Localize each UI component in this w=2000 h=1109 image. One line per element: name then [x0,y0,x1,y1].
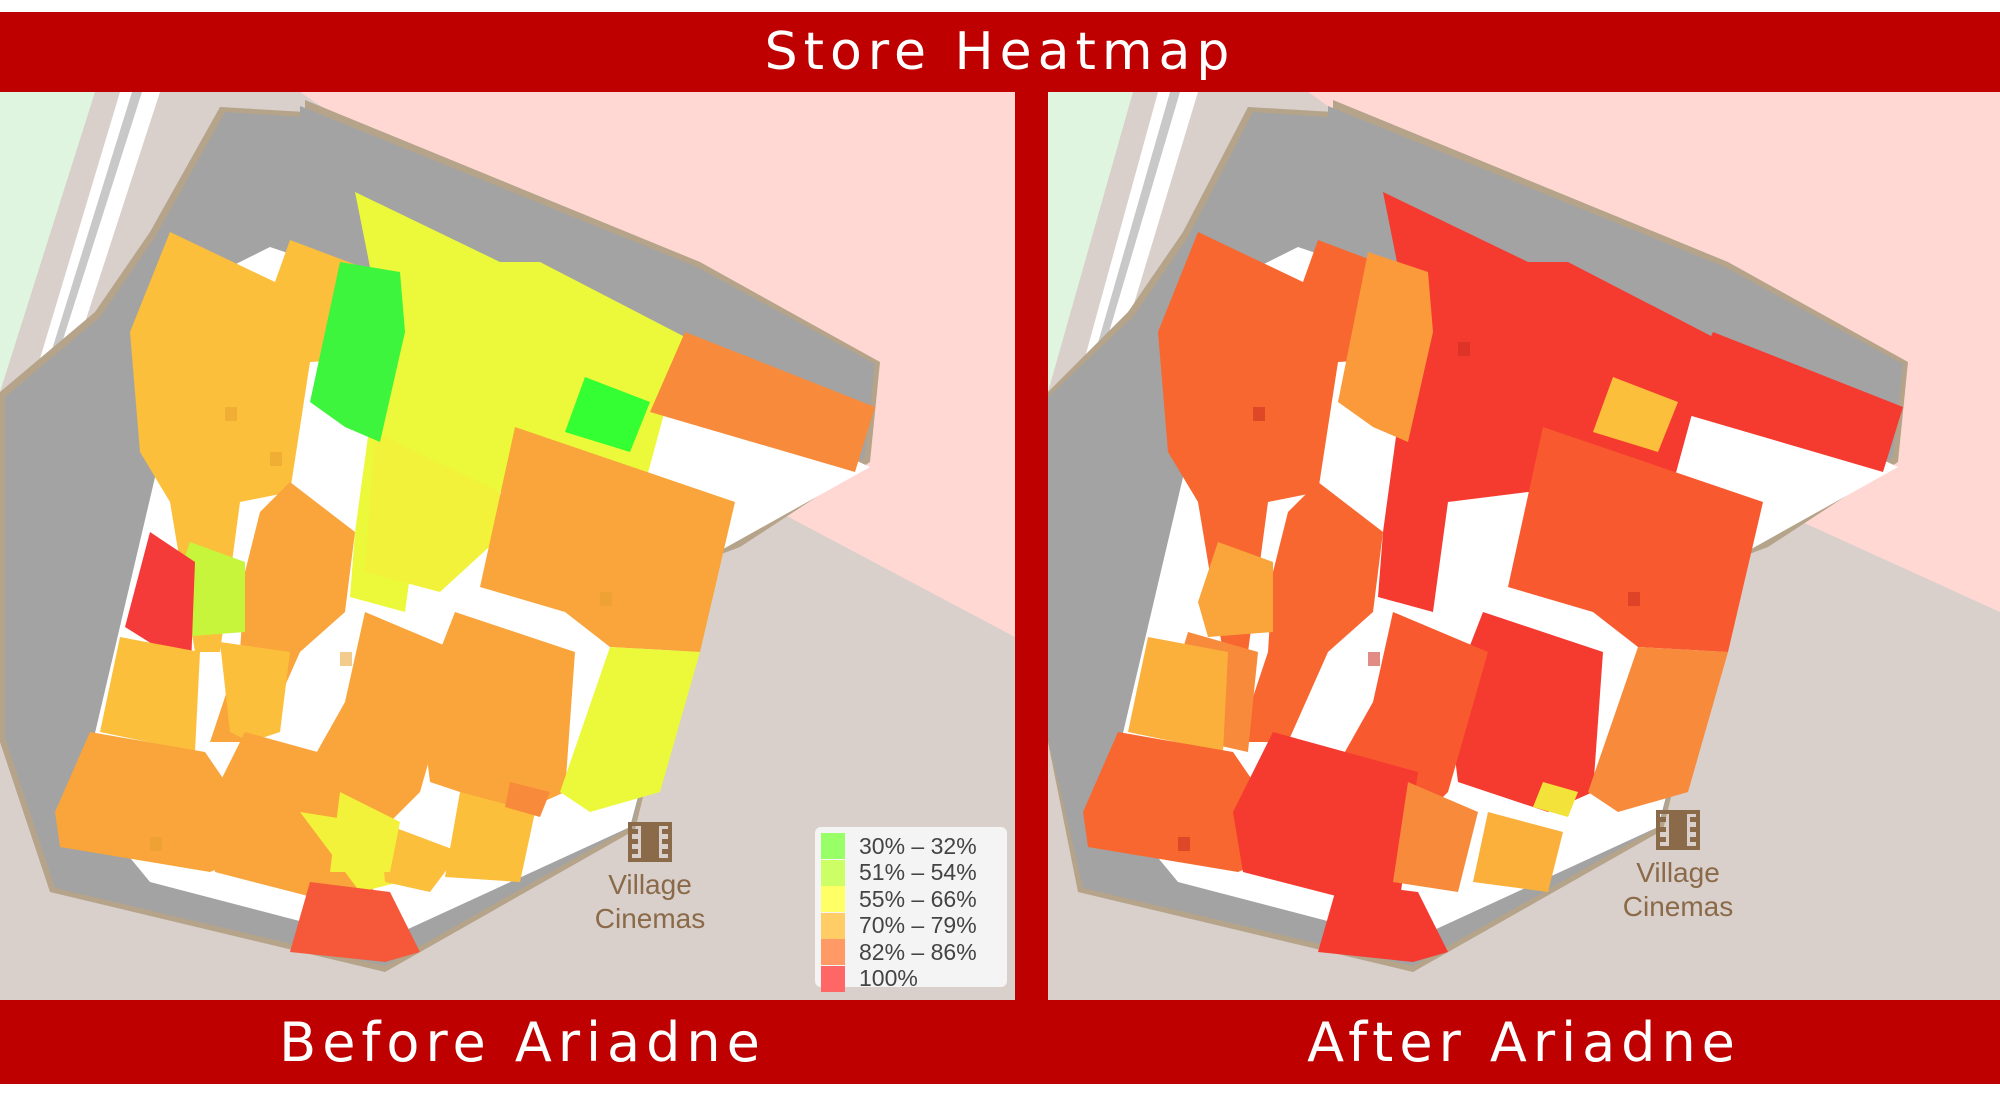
legend-swatch [821,965,845,992]
legend-label: 100% [859,965,918,992]
legend-item: 55% – 66% [821,886,1001,913]
legend-label: 70% – 79% [859,912,977,939]
village-cinemas-poi[interactable]: Village Cinemas [575,822,725,936]
legend-item: 30% – 32% [821,833,1001,860]
heat-zones-before [55,192,875,962]
caption-after: After Ariadne [1307,1010,1741,1074]
store-map-before [0,92,1015,1000]
legend-swatch [821,859,845,886]
legend-swatch [821,886,845,913]
legend-swatch [821,912,845,939]
film-icon [628,822,672,862]
poi-name-line1: Village [608,869,692,900]
panel-divider [1015,92,1048,1000]
poi-name-line2: Cinemas [1622,891,1734,922]
map-after-panel[interactable]: Village Cinemas [1048,92,2000,1000]
store-map-after [1048,92,2000,1000]
caption-before: Before Ariadne [279,1010,766,1074]
village-cinemas-poi[interactable]: Village Cinemas [1603,810,1753,924]
heat-zones-after [1083,192,1903,962]
title-banner: Store Heatmap [0,12,2000,92]
map-before-panel[interactable]: Village Cinemas 30% – 32% 51% – 54% 55% … [0,92,1015,1000]
poi-name-line2: Cinemas [594,903,706,934]
caption-banner: Before Ariadne After Ariadne [0,1000,2000,1084]
legend-label: 51% – 54% [859,859,977,886]
legend-swatch [821,833,845,860]
heatmap-legend: 30% – 32% 51% – 54% 55% – 66% 70% – 79% … [815,827,1007,992]
legend-label: 82% – 86% [859,938,977,965]
legend-item: 70% – 79% [821,912,1001,940]
poi-name-line1: Village [1636,857,1720,888]
legend-item: 100% [821,965,1001,993]
film-icon [1656,810,1700,850]
legend-item: 51% – 54% [821,859,1001,887]
page-title: Store Heatmap [764,22,1236,82]
legend-label: 30% – 32% [859,832,977,859]
legend-swatch [821,939,845,966]
legend-label: 55% – 66% [859,885,977,912]
legend-item: 82% – 86% [821,939,1001,966]
